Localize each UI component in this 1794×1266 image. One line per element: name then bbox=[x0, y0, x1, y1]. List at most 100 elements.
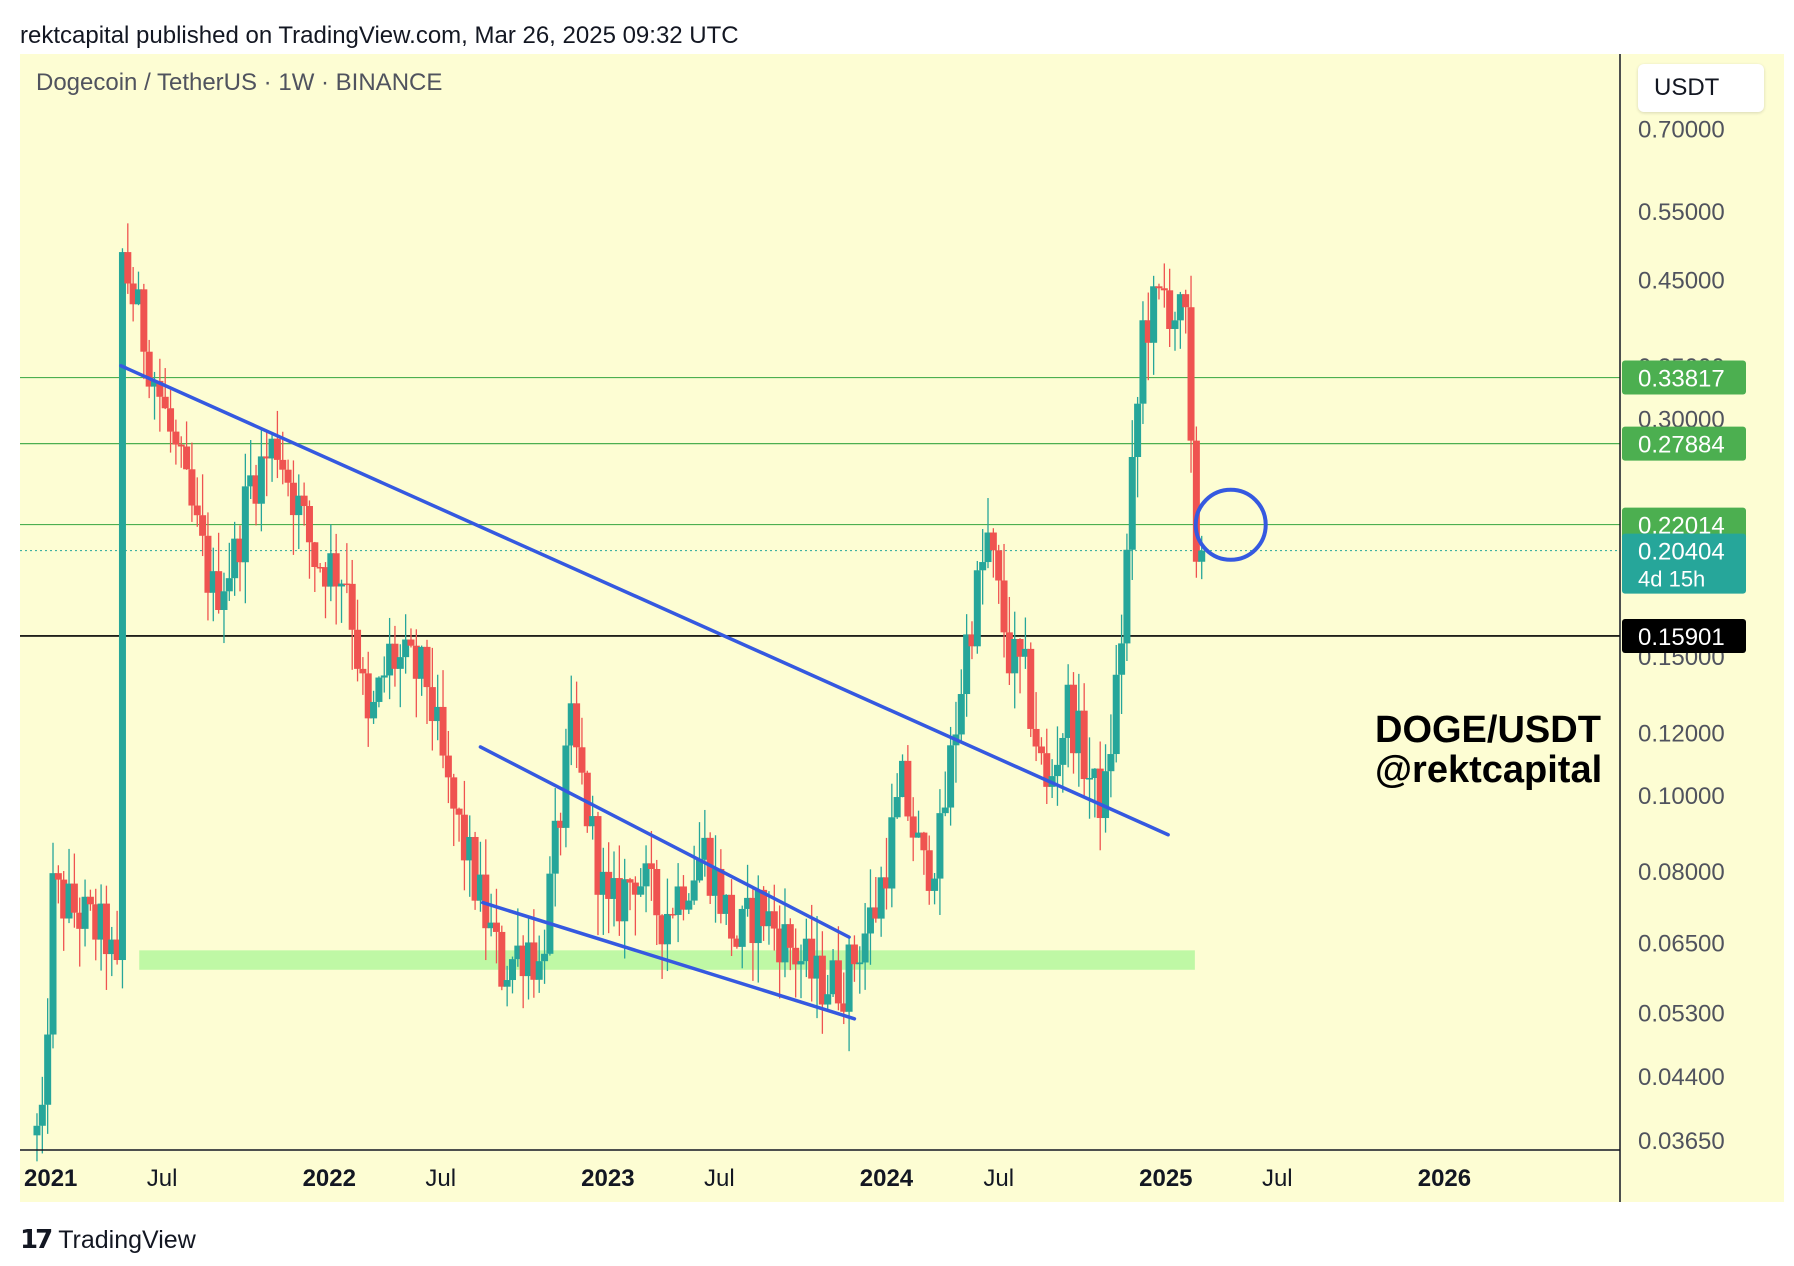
candle bbox=[818, 931, 826, 1034]
candle bbox=[359, 657, 367, 695]
candle-body bbox=[845, 944, 853, 1012]
candle-body bbox=[792, 947, 800, 965]
y-tick-label: 0.03650 bbox=[1638, 1128, 1725, 1155]
candle-body bbox=[1096, 768, 1104, 819]
candle-body bbox=[984, 532, 992, 563]
candle-body bbox=[1134, 403, 1142, 458]
candle bbox=[316, 563, 324, 573]
candle bbox=[407, 628, 415, 648]
candle bbox=[455, 807, 463, 842]
candle-body bbox=[749, 897, 757, 944]
candle bbox=[1176, 291, 1184, 349]
candle bbox=[802, 918, 810, 978]
candle bbox=[1011, 611, 1019, 709]
candle-body bbox=[273, 438, 281, 460]
candle-body bbox=[44, 1034, 52, 1105]
candle bbox=[995, 544, 1003, 604]
candle bbox=[476, 841, 484, 912]
candle bbox=[733, 935, 741, 949]
candle bbox=[701, 809, 709, 877]
candle bbox=[979, 529, 987, 605]
candle bbox=[54, 865, 62, 904]
candle bbox=[808, 904, 816, 1002]
candle bbox=[492, 888, 500, 964]
candle bbox=[466, 815, 474, 897]
tradingview-logo[interactable]: 17 TradingView bbox=[20, 1224, 196, 1256]
candle bbox=[503, 965, 511, 1007]
candle-body bbox=[86, 896, 94, 905]
candle bbox=[1086, 737, 1094, 819]
candle bbox=[343, 543, 351, 594]
candle-body bbox=[621, 879, 629, 922]
candle bbox=[941, 771, 949, 817]
candle-body bbox=[1080, 710, 1088, 780]
candle bbox=[546, 856, 554, 956]
candle-body bbox=[679, 886, 687, 910]
candle-body bbox=[695, 859, 703, 881]
currency-button[interactable]: USDT bbox=[1638, 64, 1764, 112]
candle bbox=[861, 903, 869, 990]
candle-body bbox=[482, 874, 490, 929]
candle-body bbox=[1187, 307, 1195, 441]
candle-body bbox=[925, 850, 933, 891]
candle-body bbox=[268, 438, 276, 459]
level-tag: 0.27884 bbox=[1622, 426, 1746, 461]
candle bbox=[439, 670, 447, 769]
candle-body bbox=[1139, 320, 1147, 404]
candle bbox=[434, 674, 442, 741]
candle-body bbox=[669, 913, 677, 916]
candle-body bbox=[450, 777, 458, 809]
candle-body bbox=[1192, 440, 1200, 562]
x-tick-label: 2022 bbox=[303, 1165, 356, 1192]
candle bbox=[893, 773, 901, 819]
candle-body bbox=[1160, 288, 1168, 291]
x-tick-label: 2021 bbox=[24, 1165, 77, 1192]
candle-body bbox=[541, 953, 549, 962]
candle-body bbox=[1059, 737, 1067, 765]
candle bbox=[498, 925, 506, 991]
candle-body bbox=[364, 673, 372, 719]
candle bbox=[102, 885, 110, 990]
candle bbox=[856, 946, 864, 994]
candle bbox=[348, 559, 356, 670]
level-tag: 0.33817 bbox=[1622, 360, 1746, 395]
candle-body bbox=[968, 634, 976, 647]
price-chart[interactable]: 0.700000.550000.450000.350000.300000.150… bbox=[20, 54, 1784, 1202]
candle bbox=[1080, 683, 1088, 799]
candle-body bbox=[1144, 320, 1152, 343]
candle-body bbox=[225, 578, 233, 592]
candle bbox=[925, 835, 933, 905]
candle-body bbox=[455, 808, 463, 815]
candle-body bbox=[920, 832, 928, 851]
candle-body bbox=[856, 962, 864, 965]
candle bbox=[594, 811, 602, 936]
candle-body bbox=[188, 469, 196, 506]
candle bbox=[1021, 617, 1029, 669]
candle-body bbox=[321, 567, 329, 587]
candle bbox=[626, 877, 634, 911]
candle-body bbox=[573, 703, 581, 748]
candle-body bbox=[338, 583, 346, 587]
candle-body bbox=[797, 961, 805, 965]
chart-frame[interactable]: 0.700000.550000.450000.350000.300000.150… bbox=[20, 54, 1784, 1202]
candle bbox=[1192, 426, 1200, 578]
candle-body bbox=[476, 874, 484, 901]
candle-body bbox=[508, 959, 516, 981]
candle bbox=[311, 541, 319, 593]
candle-body bbox=[610, 878, 618, 899]
candle-body bbox=[786, 924, 794, 948]
candle-body bbox=[434, 706, 442, 722]
candle bbox=[508, 956, 516, 994]
candle-body bbox=[252, 475, 260, 504]
candle-body bbox=[631, 882, 639, 895]
candle bbox=[386, 617, 394, 700]
tradingview-wordmark: TradingView bbox=[58, 1225, 196, 1254]
candle-body bbox=[279, 459, 287, 470]
candle-body bbox=[818, 955, 826, 1005]
candle bbox=[1059, 733, 1067, 793]
candle-body bbox=[263, 456, 271, 459]
candle bbox=[1000, 543, 1008, 658]
candle bbox=[770, 884, 778, 951]
candle bbox=[989, 528, 997, 578]
y-tick-label: 0.08000 bbox=[1638, 859, 1725, 886]
